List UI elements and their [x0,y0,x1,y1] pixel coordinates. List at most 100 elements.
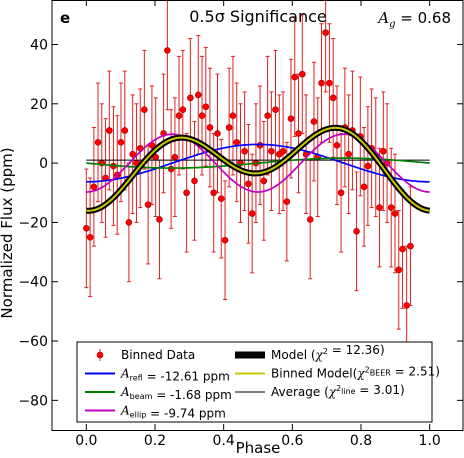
annotation-subscript: g [389,19,395,30]
data-point [183,132,190,253]
legend-label: Aellip = -9.74 ppm [120,404,226,421]
data-point [214,73,221,194]
data-marker [399,245,406,253]
legend-label-part: line [341,387,356,396]
data-marker [233,139,241,146]
data-point [326,23,333,143]
chart-text: e 0.5σ Significance Ag = 0.68 Phase Norm… [0,7,451,457]
data-marker [329,94,337,102]
legend-item-average: Average (χ2line = 3.01) [235,383,405,399]
data-marker [407,242,414,250]
data-point [156,159,163,280]
data-marker [175,112,183,119]
panel-label: e [60,9,70,27]
data-marker [287,115,295,122]
x-tick-label: 1.0 [419,433,441,449]
data-point [310,61,318,182]
legend-label: Binned Data [121,348,195,362]
x-tick-label: 0.6 [281,433,303,449]
data-marker [141,106,148,114]
data-point [380,91,387,212]
data-marker [380,147,387,155]
legend-label: Model (χ2 = 12.36) [271,343,385,362]
data-point [291,17,299,137]
legend-label: Average (χ2line = 3.01) [271,383,405,399]
legend-label-part: ellip [130,411,147,420]
beam-curve [86,157,430,169]
legend-label-part: = -12.61 ppm [143,370,230,384]
data-point [364,106,372,226]
data-point [264,55,271,176]
data-marker [360,183,368,191]
data-marker [214,130,221,137]
data-marker [310,118,318,125]
data-point [268,91,275,212]
data-point [90,127,98,247]
legend-label-part: refl [130,374,143,383]
axes: 0.0 0.2 0.4 0.6 0.8 1.0 −80 −60 −40 −20 0 20 40 [18,0,464,449]
data-marker [345,150,352,158]
legend-item-refl: Arefl = -12.61 ppm [85,367,230,384]
y-tick-label: −20 [18,215,48,231]
legend-label: Binned Model(χ2BEER = 2.51) [271,365,440,381]
series-layer [85,124,431,214]
data-marker [387,204,395,211]
legend-label-part: beam [130,392,153,401]
data-marker [225,124,233,131]
legend-label-part: = 2.51) [391,365,440,379]
legend-item-binned-data: Binned Data [96,348,195,362]
data-point [164,0,171,111]
data-marker [298,70,306,78]
data-point [399,189,406,309]
data-marker [318,79,325,87]
x-tick-label: 0.8 [350,433,372,449]
data-point [86,177,94,298]
refl-curve [86,143,430,183]
legend-label-part: 2 [336,384,341,393]
data-marker [279,147,287,155]
annotation-value: = 0.68 [395,9,451,27]
legend-label-part: 2 [323,347,328,356]
legend-item-binned-model: Binned Model(χ2BEER = 2.51) [235,365,440,381]
legend-item-model: Model (χ2 = 12.36) [235,343,385,362]
data-marker [125,219,133,226]
data-point [337,132,345,253]
data-marker [171,153,179,161]
legend-label-part: A [120,367,130,381]
data-marker [322,29,329,36]
data-point [333,85,341,206]
chart-title: 0.5σ Significance [189,7,326,26]
data-point [272,49,279,170]
data-point [141,49,148,170]
data-marker [156,216,163,223]
data-marker [217,195,225,202]
data-point [129,94,136,215]
data-marker [194,91,202,99]
data-point [395,210,403,330]
data-marker [376,204,383,211]
data-marker [90,183,98,191]
data-marker [202,103,210,111]
legend-label-part: A [120,404,130,418]
data-marker [283,198,291,205]
y-tick-label: 0 [39,156,48,172]
legend-item-beam: Abeam = -1.68 ppm [85,385,232,402]
data-marker [221,236,229,244]
data-marker [248,210,256,217]
legend-label-part: Binned Model( [271,367,357,381]
data-marker [364,162,372,170]
data-point [306,159,314,280]
data-point [83,168,90,289]
data-marker [86,233,94,241]
data-marker [206,124,214,131]
data-marker [191,177,198,185]
legend-label-part: χ [356,367,365,381]
ellip-curve [86,133,430,193]
data-point [391,153,399,274]
legend-label-part: Binned Data [121,348,195,362]
legend-label-part: 2 [365,366,370,375]
data-point [407,186,414,306]
data-marker [291,73,299,81]
